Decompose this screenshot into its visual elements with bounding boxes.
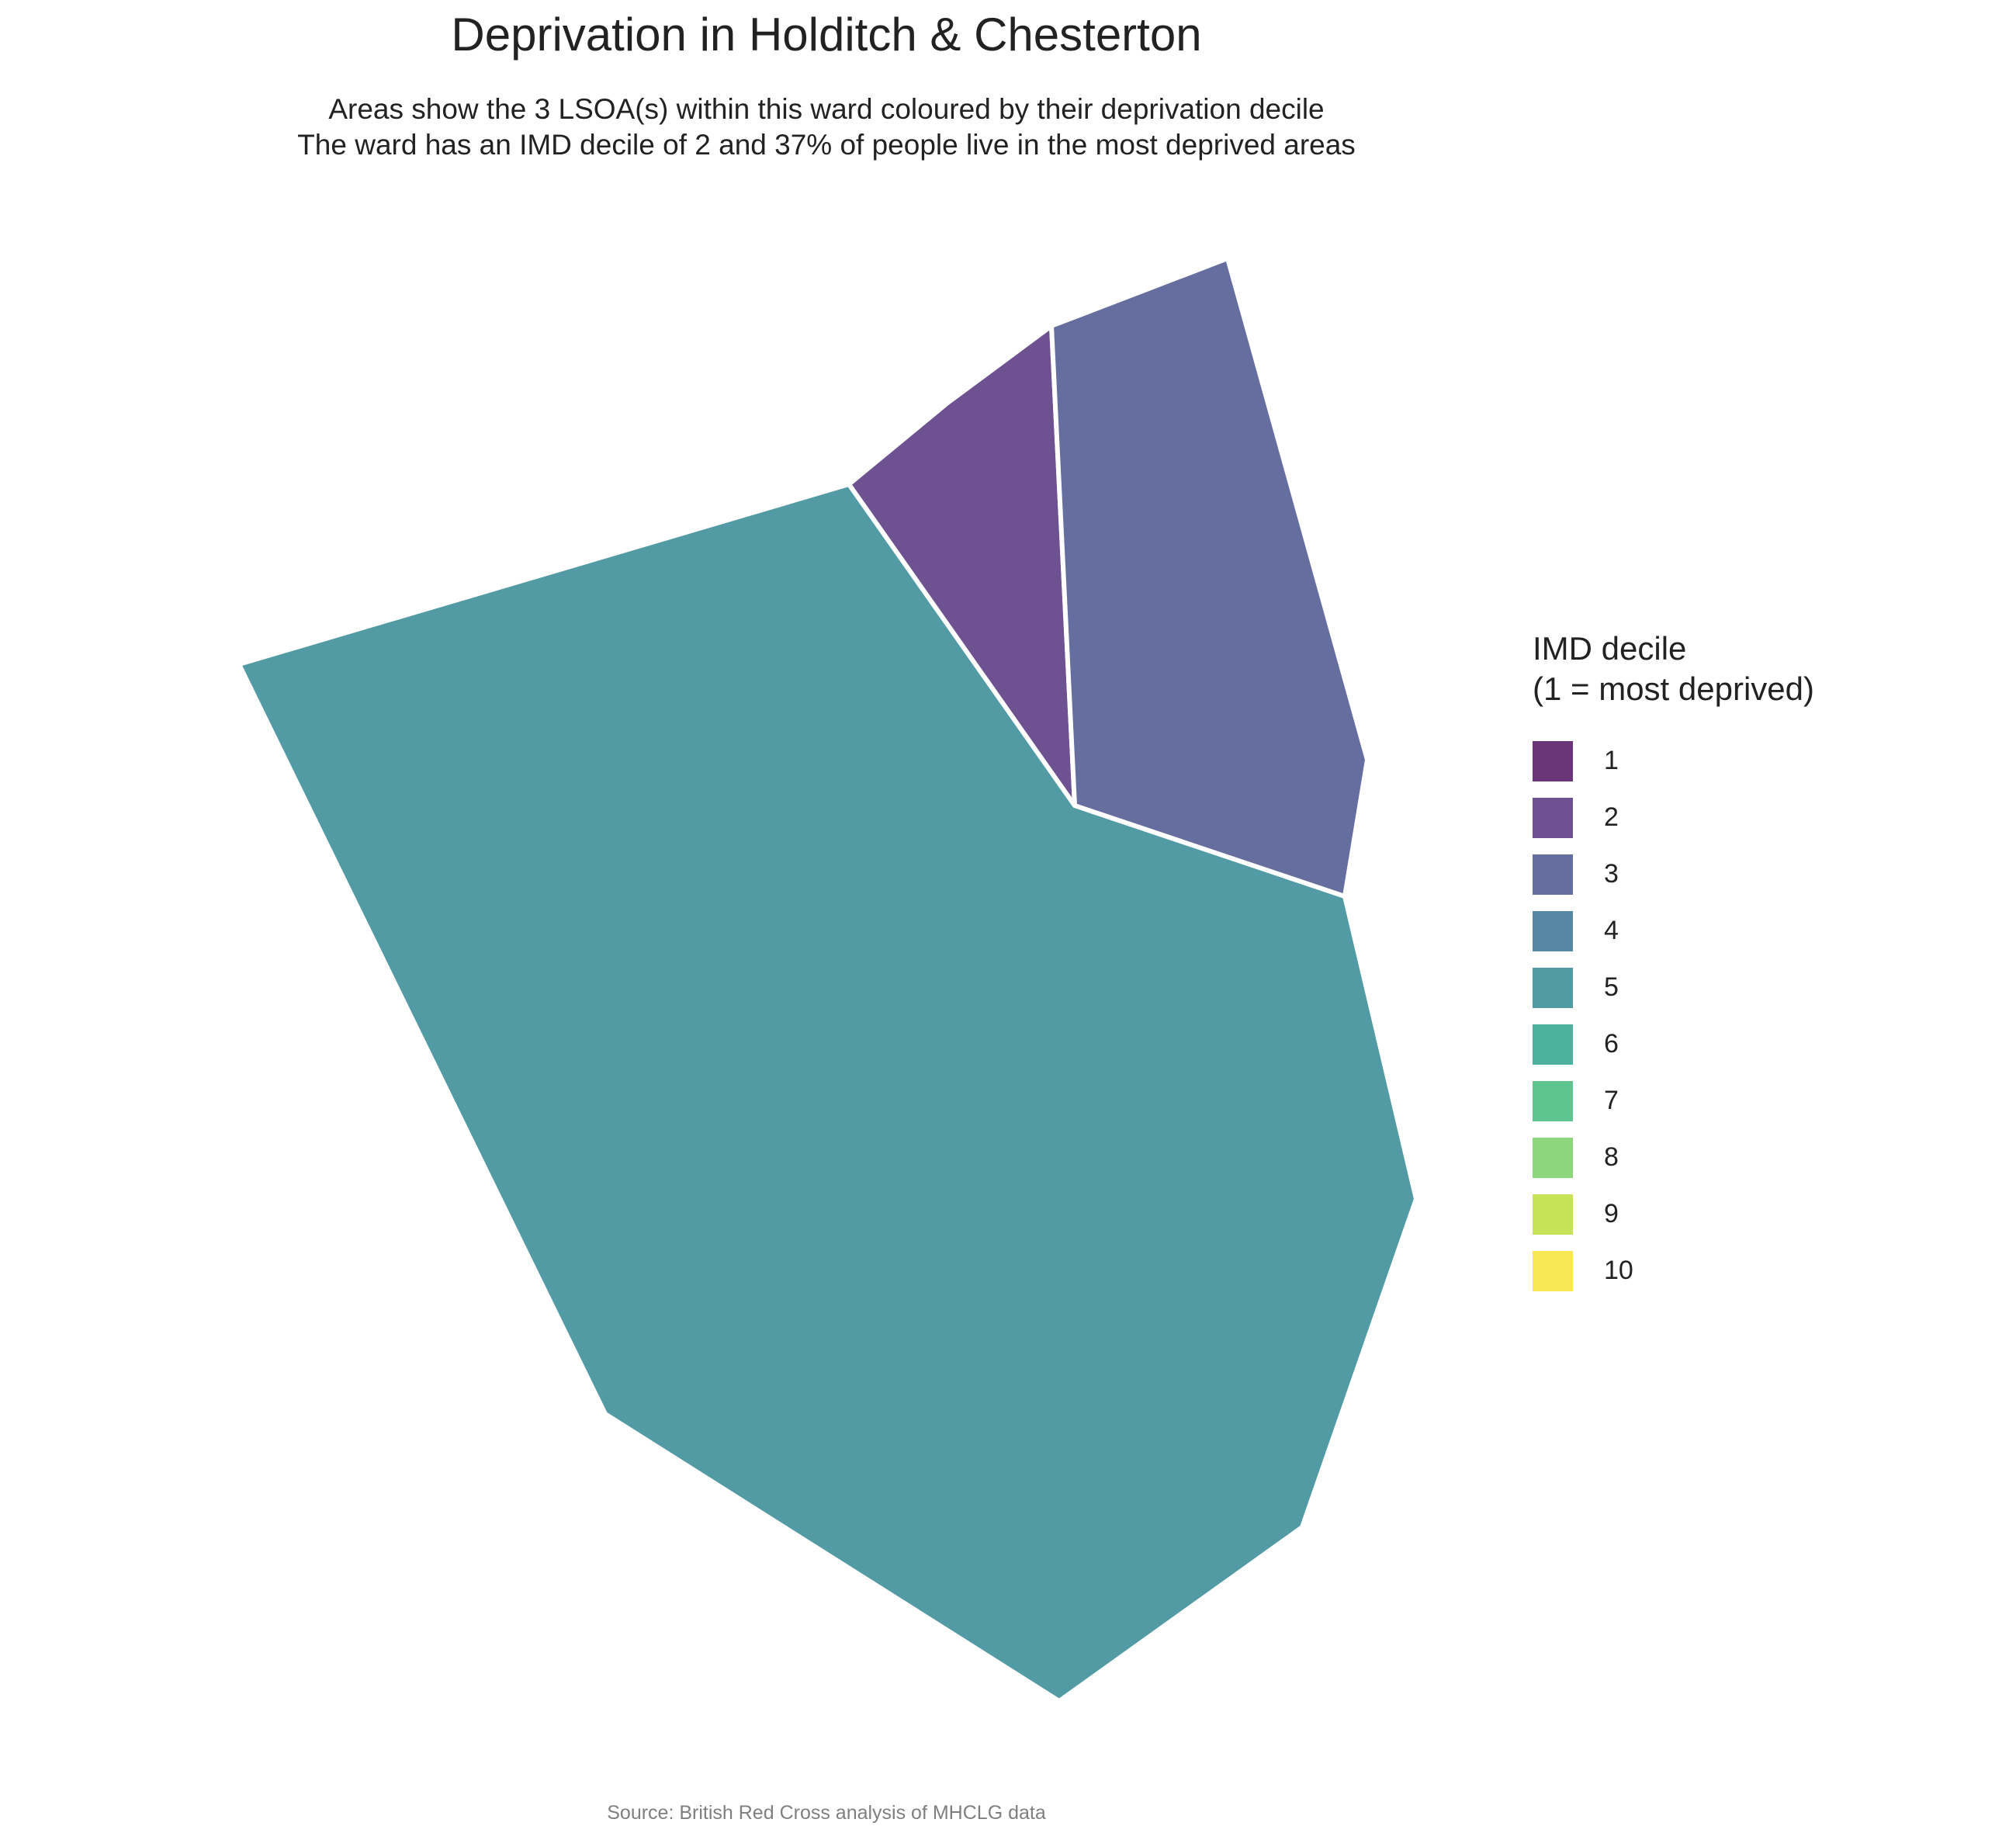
legend-label: 10 [1604,1256,1633,1285]
legend-items: 1 2 3 4 5 6 7 8 9 10 [1533,733,1814,1299]
legend-title-line-1: IMD decile [1533,630,1687,667]
legend-item: 9 [1533,1186,1814,1242]
lsoa-region-c[interactable] [1049,256,1370,899]
legend: IMD decile (1 = most deprived) 1 2 3 4 5 6 7 8 9… [1533,629,1814,1299]
legend-swatch [1533,1080,1573,1121]
legend-swatch [1533,1194,1573,1235]
subtitle-line-1: Areas show the 3 LSOA(s) within this war… [328,93,1325,125]
legend-swatch [1533,1250,1573,1291]
legend-item: 5 [1533,959,1814,1016]
legend-title: IMD decile (1 = most deprived) [1533,629,1814,709]
subtitle-line-2: The ward has an IMD decile of 2 and 37% … [297,129,1356,161]
legend-swatch [1533,1137,1573,1178]
legend-label: 3 [1604,859,1619,889]
legend-swatch [1533,740,1573,781]
page-title: Deprivation in Holditch & Chesterton [451,9,1202,61]
legend-swatch [1533,967,1573,1008]
legend-swatch [1533,797,1573,838]
legend-title-line-2: (1 = most deprived) [1533,670,1814,707]
legend-swatch [1533,854,1573,895]
legend-label: 8 [1604,1142,1619,1172]
legend-label: 6 [1604,1029,1619,1059]
subtitle: Areas show the 3 LSOA(s) within this war… [0,92,1653,163]
legend-item: 1 [1533,733,1814,789]
legend-item: 7 [1533,1072,1814,1129]
legend-swatch [1533,910,1573,951]
legend-item: 10 [1533,1242,1814,1299]
legend-item: 2 [1533,789,1814,846]
legend-label: 5 [1604,972,1619,1002]
legend-swatch [1533,1024,1573,1065]
legend-label: 9 [1604,1199,1619,1228]
legend-label: 1 [1604,746,1619,775]
legend-item: 3 [1533,846,1814,903]
legend-label: 4 [1604,916,1619,945]
legend-item: 8 [1533,1129,1814,1186]
legend-item: 4 [1533,903,1814,959]
legend-label: 2 [1604,802,1619,832]
source-note: Source: British Red Cross analysis of MH… [607,1802,1046,1824]
legend-item: 6 [1533,1016,1814,1072]
legend-label: 7 [1604,1086,1619,1115]
